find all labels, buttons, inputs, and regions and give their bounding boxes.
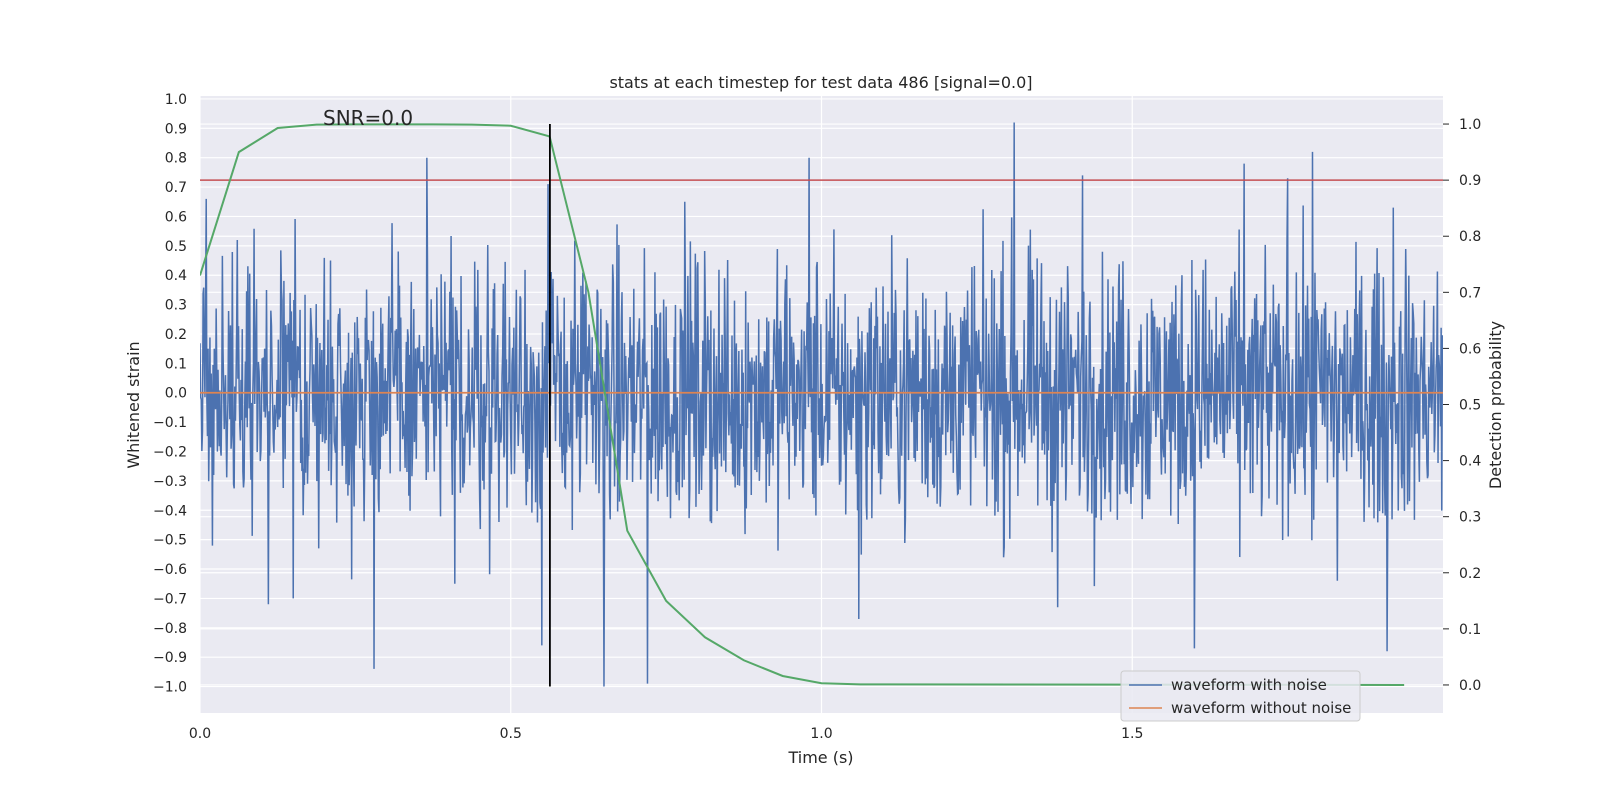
- series-waveform-with-noise: [200, 122, 1443, 687]
- x-tick-label: 0.5: [500, 726, 522, 742]
- y-tick-label: −0.3: [153, 474, 187, 490]
- y-tick-label: 0.0: [165, 386, 187, 402]
- y-tick-label: 0.5: [165, 239, 187, 255]
- y2-tick-label: 0.1: [1459, 622, 1481, 638]
- y-tick-label: −0.6: [153, 562, 187, 578]
- y2-tick-label: 0.5: [1459, 398, 1481, 414]
- chart-title: stats at each timestep for test data 486…: [609, 73, 1032, 92]
- y-tick-label: 0.6: [165, 209, 187, 225]
- y2-tick-label: 0.4: [1459, 454, 1481, 470]
- y2-tick-label: 0.3: [1459, 510, 1481, 526]
- y-tick-label: −0.2: [153, 445, 187, 461]
- y2-tick-label: 0.8: [1459, 229, 1481, 245]
- y2-tick-label: 0.6: [1459, 341, 1481, 357]
- y-tick-label: 0.7: [165, 180, 187, 196]
- y-tick-label: 0.8: [165, 151, 187, 167]
- y2-tick-label: 0.9: [1459, 173, 1481, 189]
- snr-annotation: SNR=0.0: [323, 106, 413, 130]
- y-axis-left: 1.0 0.9 0.8 0.7 0.6 0.5 0.4 0.3 0.2 0.1 0.0 −0.1 −0.…: [153, 92, 187, 696]
- y-tick-label: −0.4: [153, 503, 187, 519]
- x-axis: 0.0 0.5 1.0 1.5: [189, 726, 1144, 742]
- y-tick-label: 0.3: [165, 298, 187, 314]
- legend: waveform with noise waveform without noi…: [1120, 670, 1361, 722]
- y-axis-right: 1.0 0.9 0.8 0.7 0.6 0.5 0.4 0.3 0.2 0.1 0.0: [1443, 117, 1481, 694]
- y-tick-label: 0.9: [165, 121, 187, 137]
- y-tick-label: −0.5: [153, 533, 187, 549]
- y-tick-label: −0.8: [153, 621, 187, 637]
- x-tick-label: 1.0: [810, 726, 832, 742]
- legend-label-noise: waveform with noise: [1171, 676, 1327, 694]
- y2-tick-label: 0.7: [1459, 285, 1481, 301]
- y-axis-label: Whitened strain: [124, 341, 143, 468]
- legend-box: [1120, 670, 1361, 722]
- y-tick-label: 1.0: [165, 92, 187, 108]
- y-tick-label: −0.9: [153, 650, 187, 666]
- y-tick-label: 0.2: [165, 327, 187, 343]
- y2-tick-label: 1.0: [1459, 117, 1481, 133]
- y-tick-label: −0.1: [153, 415, 187, 431]
- y2-tick-label: 0.2: [1459, 566, 1481, 582]
- y-tick-label: 0.4: [165, 268, 187, 284]
- y-tick-label: −1.0: [153, 680, 187, 696]
- x-axis-label: Time (s): [787, 748, 853, 767]
- y2-axis-label: Detection probability: [1486, 321, 1505, 489]
- y2-tick-label: 0.0: [1459, 678, 1481, 694]
- y-tick-label: 0.1: [165, 356, 187, 372]
- x-tick-label: 1.5: [1121, 726, 1143, 742]
- legend-label-clean: waveform without noise: [1171, 699, 1351, 717]
- x-tick-label: 0.0: [189, 726, 211, 742]
- plot-content: [200, 122, 1443, 687]
- y-tick-label: −0.7: [153, 591, 187, 607]
